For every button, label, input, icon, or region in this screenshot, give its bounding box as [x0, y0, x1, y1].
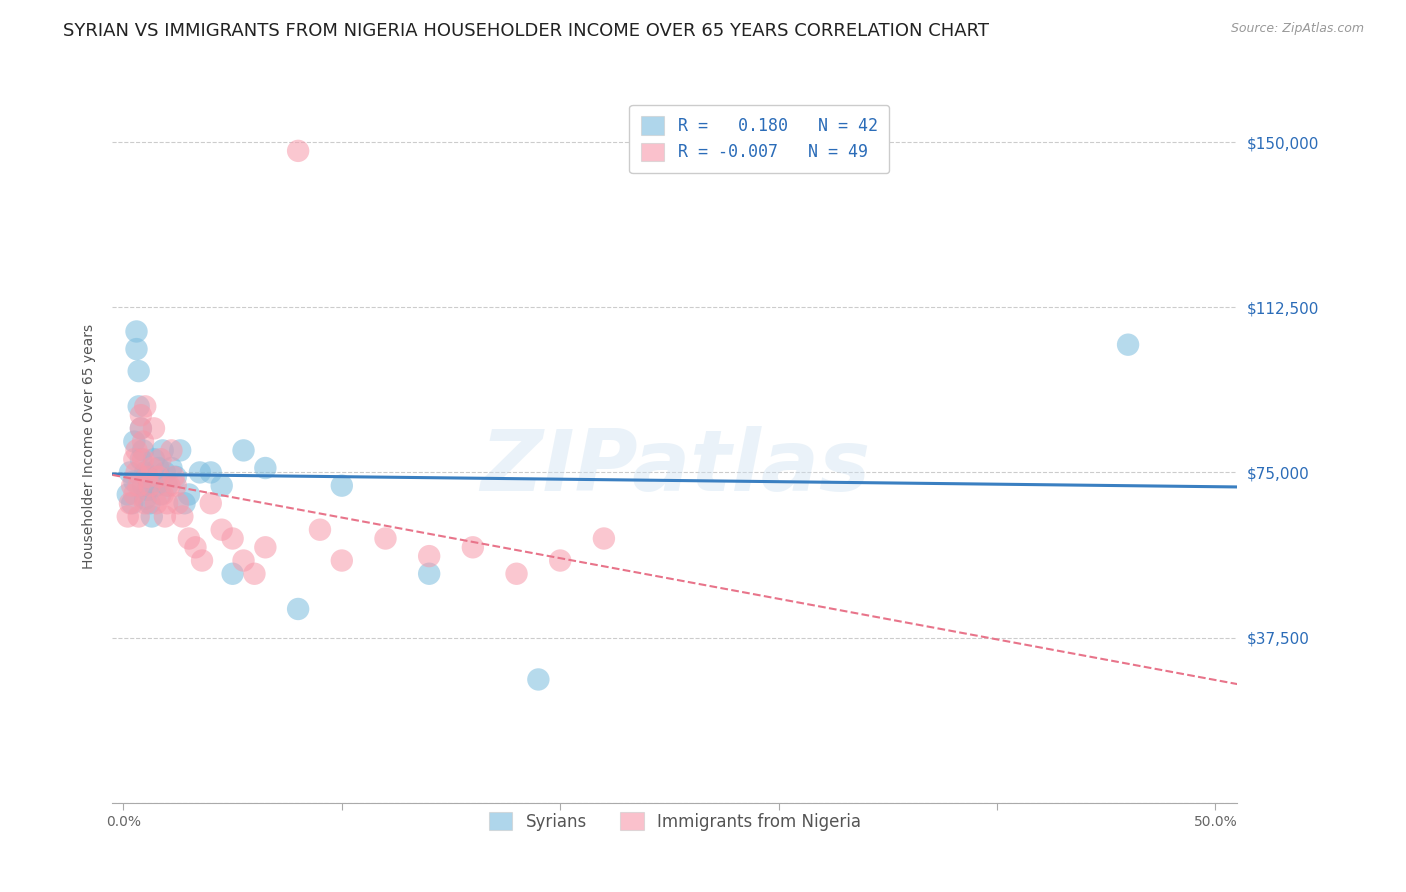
Point	[173, 496, 195, 510]
Point	[125, 443, 148, 458]
Point	[138, 478, 160, 492]
Point	[418, 566, 440, 581]
Point	[211, 523, 233, 537]
Point	[149, 487, 172, 501]
Point	[128, 400, 150, 414]
Legend: Syrians, Immigrants from Nigeria: Syrians, Immigrants from Nigeria	[479, 802, 870, 841]
Point	[160, 443, 183, 458]
Point	[134, 400, 156, 414]
Point	[1116, 337, 1139, 351]
Point	[169, 443, 191, 458]
Point	[172, 509, 194, 524]
Point	[191, 553, 214, 567]
Text: ZIPatlas: ZIPatlas	[479, 425, 870, 509]
Point	[132, 434, 155, 449]
Point	[128, 478, 150, 492]
Point	[124, 487, 146, 501]
Point	[287, 602, 309, 616]
Point	[221, 532, 243, 546]
Point	[134, 496, 156, 510]
Point	[153, 466, 176, 480]
Point	[162, 470, 184, 484]
Point	[129, 408, 152, 422]
Point	[200, 466, 222, 480]
Point	[143, 421, 166, 435]
Point	[232, 443, 254, 458]
Point	[121, 496, 143, 510]
Point	[527, 673, 550, 687]
Point	[129, 421, 152, 435]
Point	[254, 541, 277, 555]
Point	[165, 478, 187, 492]
Text: SYRIAN VS IMMIGRANTS FROM NIGERIA HOUSEHOLDER INCOME OVER 65 YEARS CORRELATION C: SYRIAN VS IMMIGRANTS FROM NIGERIA HOUSEH…	[63, 22, 990, 40]
Point	[153, 509, 176, 524]
Point	[134, 466, 156, 480]
Point	[309, 523, 332, 537]
Point	[132, 443, 155, 458]
Point	[152, 443, 174, 458]
Point	[121, 478, 143, 492]
Point	[167, 496, 190, 510]
Point	[148, 461, 170, 475]
Point	[165, 470, 187, 484]
Point	[118, 496, 141, 510]
Point	[152, 487, 174, 501]
Point	[128, 509, 150, 524]
Point	[188, 466, 211, 480]
Point	[184, 541, 207, 555]
Point	[132, 478, 155, 492]
Point	[134, 491, 156, 506]
Point	[124, 452, 146, 467]
Point	[143, 452, 166, 467]
Point	[548, 553, 571, 567]
Point	[330, 553, 353, 567]
Point	[156, 478, 179, 492]
Point	[124, 475, 146, 489]
Point	[156, 496, 179, 510]
Point	[243, 566, 266, 581]
Point	[254, 461, 277, 475]
Point	[118, 466, 141, 480]
Point	[593, 532, 616, 546]
Point	[221, 566, 243, 581]
Point	[136, 470, 159, 484]
Point	[129, 452, 152, 467]
Point	[129, 421, 152, 435]
Point	[148, 470, 170, 484]
Y-axis label: Householder Income Over 65 years: Householder Income Over 65 years	[82, 324, 96, 568]
Point	[418, 549, 440, 563]
Point	[145, 496, 167, 510]
Point	[125, 325, 148, 339]
Point	[136, 470, 159, 484]
Point	[117, 487, 139, 501]
Point	[177, 532, 200, 546]
Point	[132, 452, 155, 467]
Text: Source: ZipAtlas.com: Source: ZipAtlas.com	[1230, 22, 1364, 36]
Point	[200, 496, 222, 510]
Point	[138, 496, 160, 510]
Point	[117, 509, 139, 524]
Point	[157, 478, 180, 492]
Point	[211, 478, 233, 492]
Point	[330, 478, 353, 492]
Point	[232, 553, 254, 567]
Point	[125, 466, 148, 480]
Point	[177, 487, 200, 501]
Point	[145, 478, 167, 492]
Point	[461, 541, 484, 555]
Point	[287, 144, 309, 158]
Point	[160, 461, 183, 475]
Point	[128, 364, 150, 378]
Point	[125, 342, 148, 356]
Point	[141, 461, 163, 475]
Point	[136, 483, 159, 497]
Point	[149, 452, 172, 467]
Point	[124, 434, 146, 449]
Point	[505, 566, 527, 581]
Point	[141, 509, 163, 524]
Point	[374, 532, 396, 546]
